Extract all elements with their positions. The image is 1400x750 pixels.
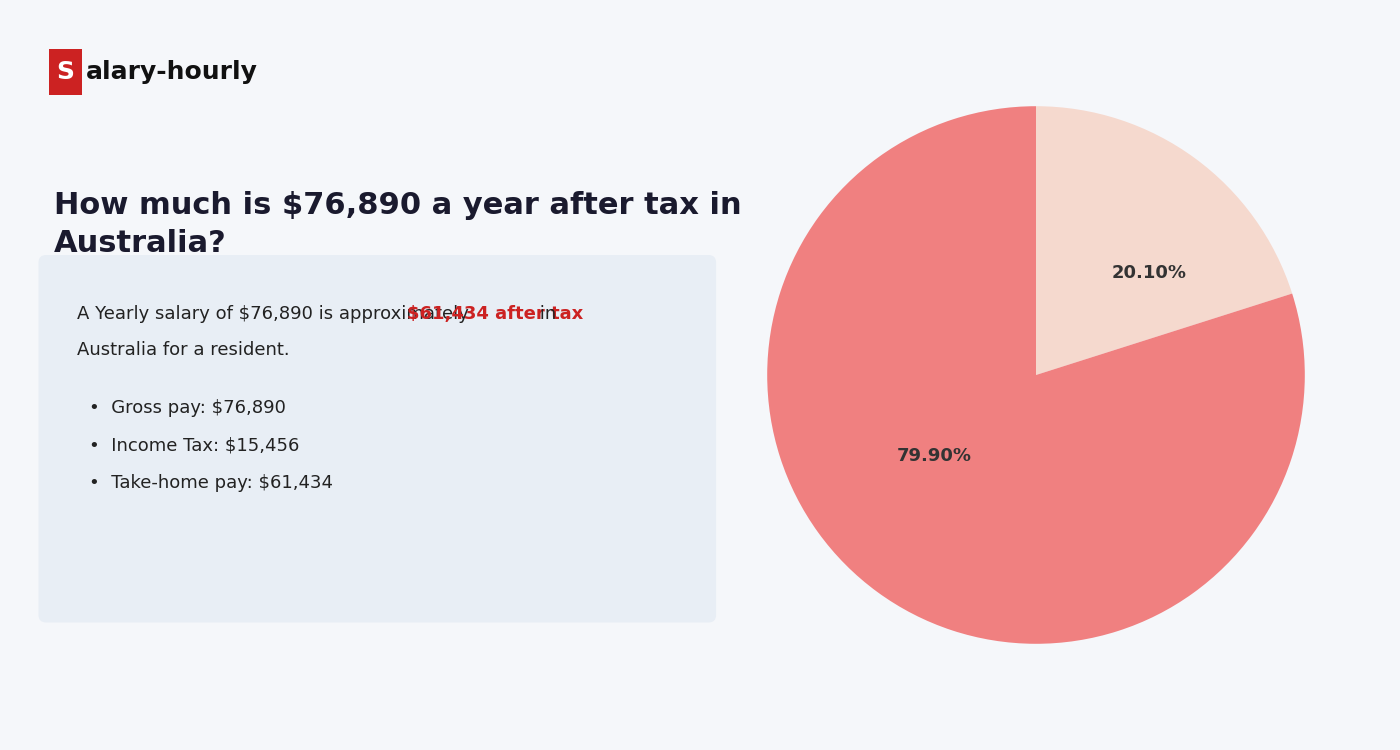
Text: •  Gross pay: $76,890: • Gross pay: $76,890 (88, 399, 286, 417)
Text: How much is $76,890 a year after tax in
Australia?: How much is $76,890 a year after tax in … (55, 191, 742, 259)
Text: •  Take-home pay: $61,434: • Take-home pay: $61,434 (88, 474, 333, 492)
Text: S: S (56, 60, 74, 84)
Text: •  Income Tax: $15,456: • Income Tax: $15,456 (88, 436, 300, 454)
Text: A Yearly salary of $76,890 is approximately: A Yearly salary of $76,890 is approximat… (77, 305, 475, 323)
Text: $61,434 after tax: $61,434 after tax (407, 305, 584, 323)
Text: in: in (535, 305, 557, 323)
FancyBboxPatch shape (39, 255, 717, 622)
Text: 20.10%: 20.10% (1112, 264, 1186, 282)
Wedge shape (767, 106, 1305, 644)
Text: 79.90%: 79.90% (896, 447, 972, 465)
FancyBboxPatch shape (49, 49, 83, 95)
Wedge shape (1036, 106, 1292, 375)
Text: Australia for a resident.: Australia for a resident. (77, 341, 290, 359)
Text: alary-hourly: alary-hourly (87, 60, 258, 84)
